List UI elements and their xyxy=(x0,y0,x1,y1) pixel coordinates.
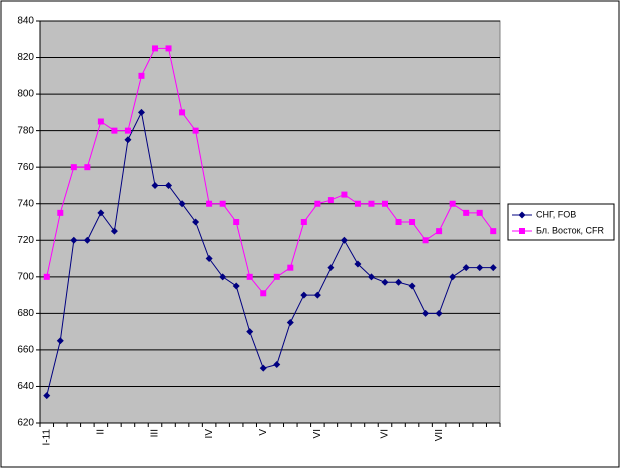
point xyxy=(436,228,443,235)
y-tick-label: 640 xyxy=(17,381,34,392)
plot-area xyxy=(39,20,501,424)
point xyxy=(463,209,470,216)
point xyxy=(341,191,348,198)
y-tick-label: 740 xyxy=(17,198,34,209)
point xyxy=(313,291,321,299)
y-tick-label: 820 xyxy=(17,52,34,63)
point xyxy=(490,228,497,235)
point xyxy=(97,209,105,217)
point xyxy=(124,127,131,134)
y-tick-label: 760 xyxy=(17,162,34,173)
point xyxy=(462,264,470,272)
y-tick-label: 720 xyxy=(17,235,34,246)
point xyxy=(327,197,334,204)
x-tick-label: IV xyxy=(204,429,215,439)
point xyxy=(327,264,335,272)
y-tick-label: 780 xyxy=(17,125,34,136)
point xyxy=(409,219,416,225)
y-tick-label: 840 xyxy=(17,16,34,27)
legend xyxy=(507,203,615,241)
point xyxy=(367,273,375,281)
point xyxy=(192,127,199,134)
point xyxy=(422,309,430,317)
point xyxy=(287,264,294,271)
point xyxy=(395,219,402,225)
x-tick-label: I-11 xyxy=(41,429,52,446)
point xyxy=(138,72,145,79)
y-tick-label: 800 xyxy=(17,89,34,100)
y-tick-label: 660 xyxy=(17,345,34,356)
point xyxy=(381,278,389,286)
point xyxy=(178,200,186,208)
point xyxy=(476,264,484,272)
point xyxy=(435,309,443,317)
x-tick-label: V xyxy=(258,429,269,436)
point xyxy=(476,209,483,216)
series-line xyxy=(46,47,494,295)
point xyxy=(449,273,457,281)
point xyxy=(219,273,227,281)
point xyxy=(165,45,172,52)
point xyxy=(314,200,321,207)
point xyxy=(340,236,348,244)
y-tick-label: 700 xyxy=(17,271,34,282)
point xyxy=(83,236,91,244)
point xyxy=(246,273,253,280)
point xyxy=(111,127,118,134)
point xyxy=(70,236,78,244)
point xyxy=(300,291,308,299)
point xyxy=(382,200,388,207)
point xyxy=(57,209,64,216)
point xyxy=(137,108,145,116)
point xyxy=(286,319,294,326)
point xyxy=(165,181,173,189)
point xyxy=(395,278,403,286)
point xyxy=(259,364,267,372)
point xyxy=(110,227,118,235)
point xyxy=(354,260,362,268)
point xyxy=(408,282,416,290)
point xyxy=(84,164,91,171)
legend-label: СНГ, FOB xyxy=(536,209,576,219)
point xyxy=(422,237,429,244)
legend-marker xyxy=(518,211,526,219)
point xyxy=(97,118,104,125)
point xyxy=(56,337,64,345)
x-tick-label: VI xyxy=(312,429,323,438)
point xyxy=(300,219,307,225)
series-line xyxy=(46,110,494,396)
point xyxy=(233,219,240,225)
point xyxy=(273,361,281,369)
point xyxy=(219,200,226,207)
point xyxy=(43,273,50,280)
x-tick-label: VI xyxy=(380,429,391,438)
point xyxy=(232,282,240,290)
point xyxy=(449,200,456,207)
point xyxy=(205,255,213,263)
point xyxy=(179,109,186,116)
point xyxy=(152,45,158,52)
point xyxy=(43,392,51,400)
point xyxy=(489,264,497,272)
point xyxy=(368,200,375,207)
point xyxy=(192,218,200,226)
point xyxy=(260,290,267,297)
point xyxy=(246,328,254,336)
point xyxy=(124,136,132,144)
point xyxy=(206,200,213,207)
x-tick-label: II xyxy=(96,429,107,435)
legend-marker xyxy=(519,228,525,234)
point xyxy=(70,164,77,171)
y-tick-label: 620 xyxy=(17,418,34,429)
x-tick-label: VII xyxy=(434,429,445,441)
point xyxy=(354,200,361,207)
y-tick-label: 680 xyxy=(17,308,34,319)
x-tick-label: III xyxy=(150,429,161,437)
point xyxy=(151,181,159,189)
legend-label: Бл. Восток, CFR xyxy=(536,225,605,235)
point xyxy=(273,273,280,280)
